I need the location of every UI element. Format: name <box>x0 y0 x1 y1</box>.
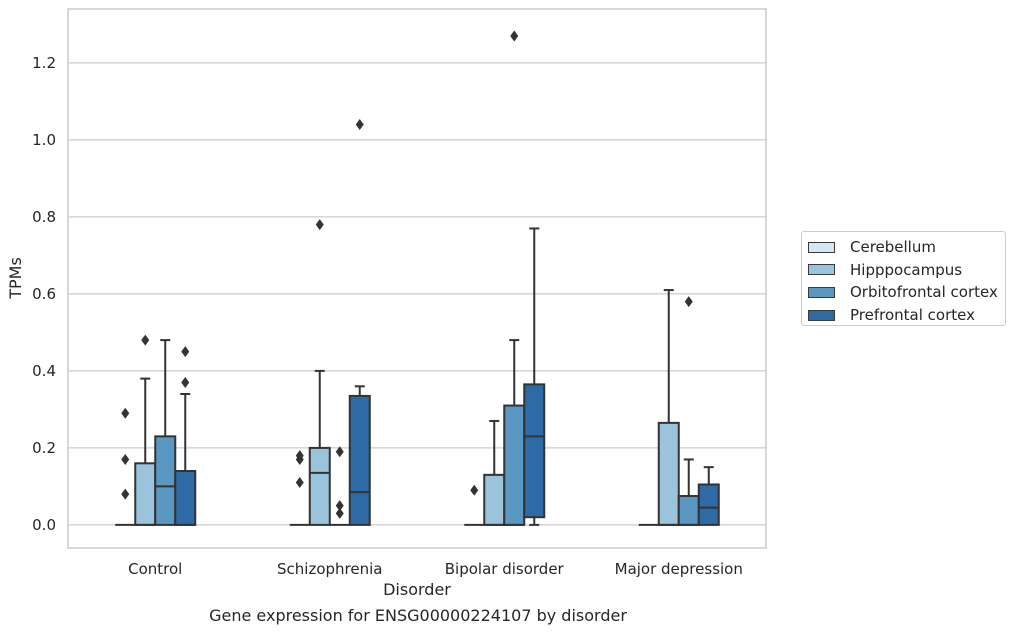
y-tick-label: 0.8 <box>32 208 56 226</box>
box <box>308 446 331 526</box>
box-group <box>657 289 680 526</box>
x-tick-label: Bipolar disorder <box>445 560 565 578</box>
legend-label: Prefrontal cortex <box>850 306 975 325</box>
chart-caption: Gene expression for ENSG00000224107 by d… <box>209 606 627 625</box>
box <box>348 394 371 526</box>
legend-swatch-cerebellum <box>808 241 835 253</box>
plot-area-frame <box>67 8 767 549</box>
legend-swatch-prefrontal-cortex <box>808 309 835 321</box>
outlier-point <box>335 507 344 519</box>
box <box>697 483 720 526</box>
legend-item-orbitofrontal-cortex: Orbitofrontal cortex <box>808 281 1005 304</box>
box-group <box>174 346 197 526</box>
outlier-point <box>684 296 693 308</box>
box-group <box>677 296 700 526</box>
box-group <box>503 30 526 526</box>
box <box>483 473 506 526</box>
outlier-point <box>295 477 304 489</box>
outlier-point <box>181 376 190 388</box>
y-tick-labels: 0.0 0.2 0.4 0.6 0.8 1.0 1.2 <box>32 54 56 534</box>
box-group <box>697 466 720 526</box>
box <box>523 383 546 519</box>
x-tick-label: Control <box>128 560 182 578</box>
y-tick-label: 0.6 <box>32 285 56 303</box>
outlier-point <box>470 484 479 496</box>
box-group <box>308 219 331 526</box>
y-tick-label: 1.0 <box>32 131 56 149</box>
legend: Cerebellum Hipppocampus Orbitofrontal co… <box>801 231 1006 326</box>
legend-item-prefrontal-cortex: Prefrontal cortex <box>808 304 1005 327</box>
outlier-point <box>510 30 519 42</box>
outlier-point <box>355 119 364 130</box>
box-group <box>134 334 157 526</box>
legend-label: Cerebellum <box>850 238 936 257</box>
y-tick-label: 0.0 <box>32 516 56 534</box>
y-tick-label: 1.2 <box>32 54 56 72</box>
legend-label: Orbitofrontal cortex <box>850 283 998 302</box>
box-group <box>464 484 485 526</box>
box <box>657 421 680 526</box>
box <box>134 462 157 526</box>
box <box>677 495 700 526</box>
box-series <box>115 30 720 526</box>
outlier-point <box>315 219 324 231</box>
outlier-point <box>335 446 344 458</box>
y-tick-label: 0.2 <box>32 439 56 457</box>
outlier-point <box>121 488 130 500</box>
legend-item-hippocampus: Hipppocampus <box>808 259 1005 282</box>
box-group <box>154 339 177 526</box>
box-group <box>483 419 506 526</box>
x-tick-label: Schizophrenia <box>277 560 382 578</box>
x-tick-label: Major depression <box>615 560 743 578</box>
box <box>503 404 526 526</box>
box-group <box>115 407 136 526</box>
outlier-point <box>181 346 190 358</box>
box <box>154 435 177 526</box>
legend-swatch-orbitofrontal-cortex <box>808 286 835 298</box>
x-axis-label: Disorder <box>383 580 451 599</box>
box-group <box>523 227 546 526</box>
box-group <box>329 446 350 526</box>
box-group <box>289 450 310 526</box>
outlier-point <box>121 407 130 419</box>
x-tick-labels: Control Schizophrenia Bipolar disorder Majo… <box>128 560 743 578</box>
outlier-point <box>295 453 304 465</box>
y-tick-label: 0.4 <box>32 362 56 380</box>
y-axis-label: TPMs <box>6 257 25 300</box>
legend-item-cerebellum: Cerebellum <box>808 236 1005 259</box>
outlier-point <box>141 334 150 346</box>
outlier-point <box>121 453 130 465</box>
box-group <box>348 119 371 526</box>
outlier-point <box>335 500 344 512</box>
legend-label: Hipppocampus <box>850 260 963 279</box>
box <box>174 470 197 526</box>
legend-swatch-hippocampus <box>808 264 835 276</box>
